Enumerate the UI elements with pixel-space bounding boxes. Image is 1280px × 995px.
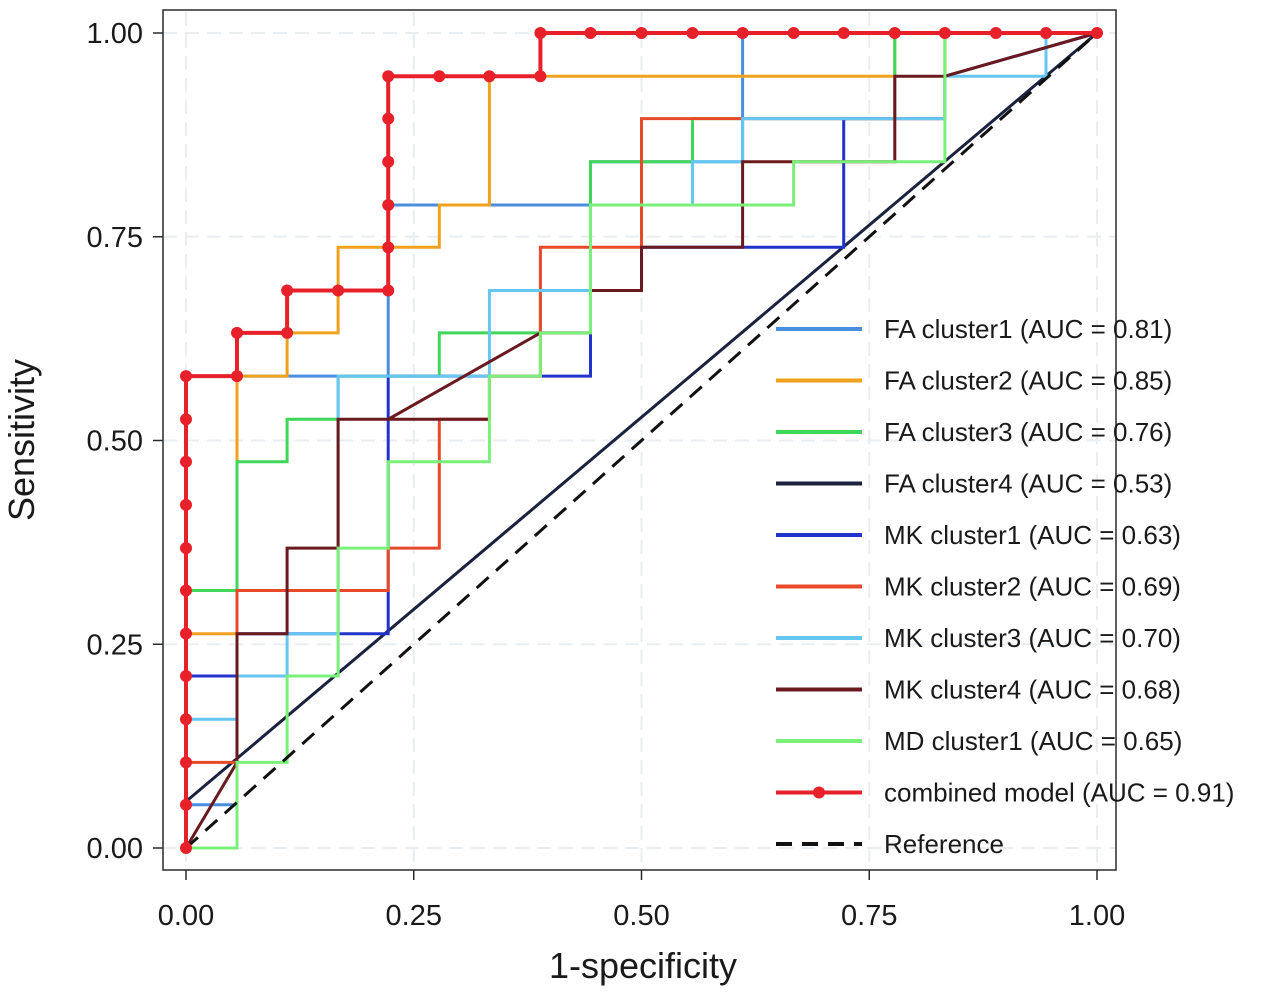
axis-ticks: 0.00 0.25 0.50 0.75 1.00 0.00 0.25 0.50 0.75 1.00 (87, 18, 1126, 932)
series-marker-combined-model-20 (382, 155, 395, 168)
legend-label-fa-cluster1: FA cluster1 (AUC = 0.81) (884, 314, 1172, 344)
series-marker-combined-model-5 (180, 627, 192, 640)
series-marker-combined-model-18 (382, 241, 395, 254)
series-marker-combined-model-36 (1039, 27, 1052, 39)
y-tick-label-1: 0.25 (87, 629, 143, 661)
series-markers (180, 27, 1103, 854)
series-marker-combined-model-29 (686, 27, 699, 39)
legend-label-reference: Reference (884, 829, 1004, 859)
y-axis-title: Sensitivity (1, 359, 42, 521)
legend-label-md-cluster1: MD cluster1 (AUC = 0.65) (884, 726, 1182, 756)
series-marker-combined-model-32 (837, 27, 850, 39)
series-marker-combined-model-11 (180, 370, 192, 383)
series-line-reference (184, 31, 1099, 850)
legend-marker-combined-model (813, 786, 825, 799)
series-marker-combined-model-31 (787, 27, 800, 39)
series-marker-combined-model-4 (180, 670, 192, 683)
series-marker-combined-model-13 (231, 326, 244, 339)
y-tick-label-0: 0.00 (87, 833, 143, 865)
series-line-md-cluster1 (186, 31, 1097, 850)
series-marker-combined-model-24 (483, 70, 496, 83)
series-marker-combined-model-15 (281, 284, 294, 297)
x-tick-label-2: 0.50 (613, 900, 669, 932)
series-marker-combined-model-9 (180, 455, 192, 468)
series-marker-combined-model-16 (332, 284, 345, 297)
y-tick-label-4: 1.00 (87, 18, 143, 50)
series-lines (184, 31, 1099, 850)
series-marker-combined-model-14 (281, 326, 294, 339)
series-marker-combined-model-21 (382, 112, 395, 125)
series-marker-combined-model-28 (635, 27, 648, 39)
series-marker-combined-model-35 (989, 27, 1002, 39)
series-marker-combined-model-1 (180, 798, 192, 811)
y-tick-label-2: 0.50 (87, 426, 143, 458)
x-tick-label-3: 0.75 (841, 900, 897, 932)
series-marker-combined-model-27 (584, 27, 597, 39)
x-tick-label-1: 0.25 (386, 900, 442, 932)
series-marker-combined-model-6 (180, 584, 192, 597)
series-marker-combined-model-37 (1091, 27, 1103, 39)
series-marker-combined-model-2 (180, 756, 192, 769)
series-marker-combined-model-26 (534, 27, 547, 39)
legend-label-mk-cluster2: MK cluster2 (AUC = 0.69) (884, 572, 1181, 602)
series-marker-combined-model-10 (180, 413, 192, 426)
x-tick-label-0: 0.00 (158, 900, 214, 932)
series-marker-combined-model-7 (180, 542, 192, 555)
legend-label-fa-cluster2: FA cluster2 (AUC = 0.85) (884, 366, 1172, 396)
legend-label-fa-cluster3: FA cluster3 (AUC = 0.76) (884, 417, 1172, 447)
series-marker-combined-model-0 (180, 842, 192, 854)
x-tick-label-4: 1.00 (1069, 900, 1125, 932)
legend: FA cluster1 (AUC = 0.81) FA cluster2 (AUC… (776, 314, 1234, 859)
series-marker-combined-model-23 (433, 70, 446, 83)
series-marker-combined-model-19 (382, 198, 395, 211)
series-marker-combined-model-3 (180, 713, 192, 726)
series-marker-combined-model-25 (534, 70, 547, 83)
series-marker-combined-model-34 (938, 27, 951, 39)
x-axis-title: 1-specificity (549, 945, 737, 986)
series-marker-combined-model-22 (382, 70, 395, 83)
legend-label-mk-cluster3: MK cluster3 (AUC = 0.70) (884, 623, 1181, 653)
legend-label-mk-cluster4: MK cluster4 (AUC = 0.68) (884, 675, 1181, 705)
series-marker-combined-model-33 (888, 27, 901, 39)
series-marker-combined-model-8 (180, 498, 192, 511)
series-marker-combined-model-17 (382, 284, 395, 297)
legend-label-mk-cluster1: MK cluster1 (AUC = 0.63) (884, 520, 1181, 550)
legend-label-fa-cluster4: FA cluster4 (AUC = 0.53) (884, 469, 1172, 499)
series-marker-combined-model-30 (736, 27, 749, 39)
y-tick-label-3: 0.75 (87, 222, 143, 254)
legend-label-combined-model: combined model (AUC = 0.91) (884, 778, 1234, 808)
series-marker-combined-model-12 (231, 370, 244, 383)
series-line-combined-model (184, 31, 1097, 848)
